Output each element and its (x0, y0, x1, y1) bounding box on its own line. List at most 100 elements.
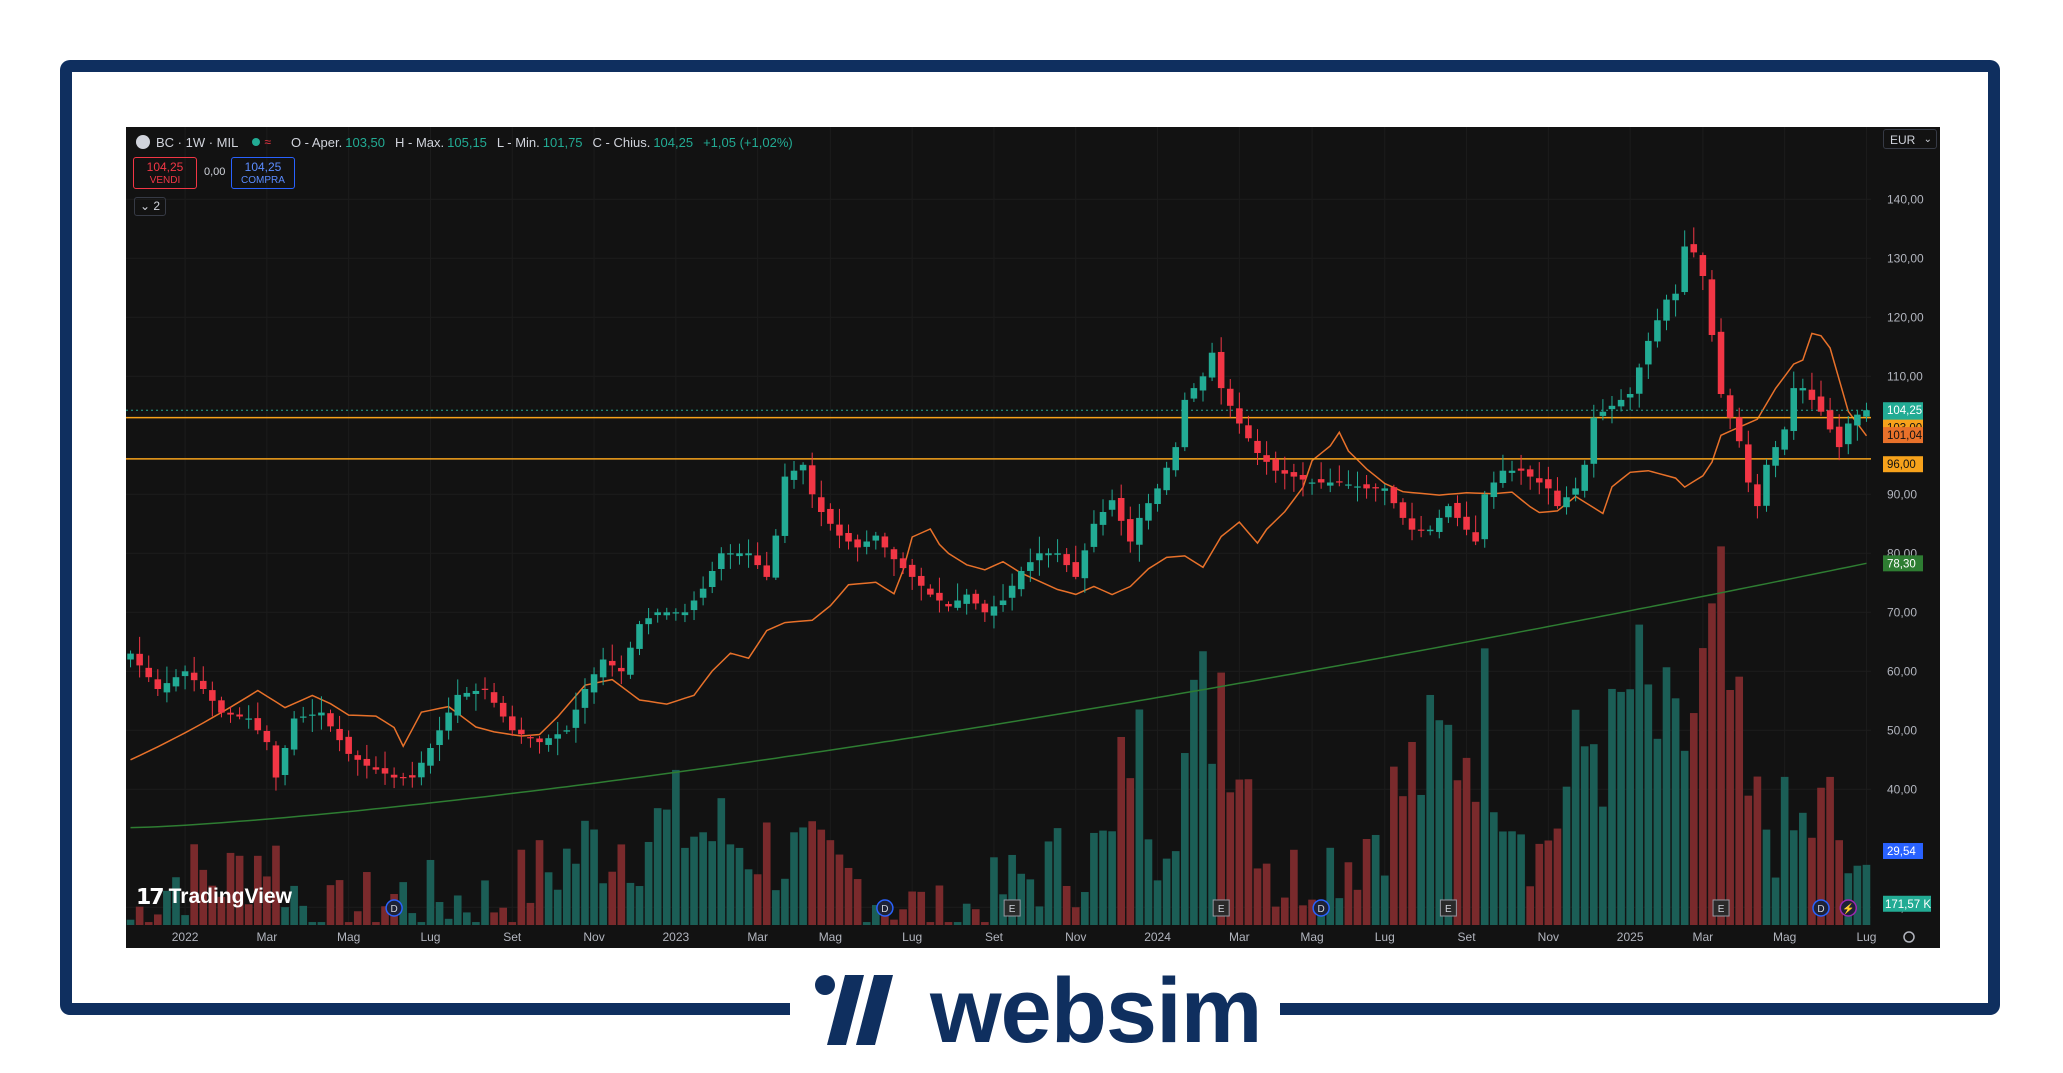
volume-bar (1426, 694, 1435, 925)
volume-bar (263, 876, 271, 925)
volume-bar (226, 852, 235, 925)
dividend-marker (1312, 899, 1330, 917)
tradingview-icon: 𝟭𝟳 (136, 884, 165, 909)
volume-bar (1235, 779, 1244, 925)
volume-bar (1081, 892, 1089, 925)
candle-body (1326, 482, 1334, 486)
candle-body (908, 564, 916, 577)
volume-bar (399, 882, 408, 925)
volume-bar (608, 871, 617, 925)
candle-body (572, 709, 580, 728)
candle-body (163, 683, 171, 693)
candle-body (827, 508, 834, 524)
candle-body (1554, 490, 1561, 507)
candle-body (1826, 410, 1834, 430)
spread-value: 0,00 (204, 166, 226, 178)
candle-body (1854, 414, 1861, 426)
candle-body (872, 535, 880, 541)
candle-body (1754, 484, 1761, 507)
volume-bar (544, 872, 553, 925)
volume-bar (1689, 713, 1698, 925)
volume-bar (553, 889, 562, 925)
market-status-icon (252, 138, 261, 146)
volume-badge-bg (1883, 895, 1931, 912)
volume-bar (1362, 838, 1371, 925)
candle-body (1054, 553, 1061, 555)
x-tick-label: 2023 (663, 930, 690, 944)
volume-bar (1390, 766, 1398, 925)
candle-body (1626, 394, 1634, 398)
candle-body (599, 659, 607, 678)
x-tick-label: Set (985, 930, 1004, 944)
candle-body (399, 777, 407, 779)
volume-bar (1599, 806, 1607, 925)
candle-body (354, 755, 362, 760)
candle-body (1027, 562, 1034, 571)
volume-bar (990, 857, 998, 925)
candle-body (1090, 523, 1098, 547)
candle-body (381, 768, 389, 774)
volume-bar (1217, 672, 1225, 925)
candle-body (790, 470, 798, 480)
candle-body (808, 465, 816, 495)
candle-body (190, 672, 198, 681)
candle-body (181, 671, 189, 677)
candle-body (336, 728, 343, 741)
sell-button[interactable]: 104,25 VENDI (133, 157, 197, 189)
volume-bar (981, 922, 989, 925)
volume-bar (1517, 834, 1525, 925)
trading-chart[interactable]: D D E E D E E D ⚡ 140,00 130,00 120,00 110,00 90,00 80… (126, 127, 1940, 948)
candle-body (1245, 425, 1252, 439)
candle-body (554, 734, 561, 739)
earnings-marker (1439, 899, 1457, 917)
volume-bar (1353, 889, 1362, 925)
candle-body (1181, 399, 1189, 448)
settings-gear-icon[interactable] (1903, 931, 1915, 943)
symbol-title[interactable]: BC · 1W · MIL (156, 134, 239, 150)
chart-canvas[interactable]: D D E E D E E D ⚡140,00130,00120,00110,0090,0080… (126, 127, 1940, 948)
candle-body (708, 571, 716, 588)
volume-bar (672, 769, 680, 925)
volume-bar (1717, 546, 1725, 925)
candle-body (1390, 487, 1398, 504)
candle-body (636, 624, 643, 649)
candle-body (781, 476, 789, 536)
volume-bar (508, 922, 517, 925)
y-tick-label: 50,00 (1887, 723, 1917, 737)
candle-body (1745, 444, 1752, 483)
dividend-marker (1839, 899, 1858, 917)
candle-body (1545, 479, 1552, 489)
volume-bar (335, 880, 344, 925)
volume-bar (1344, 862, 1353, 925)
y-tick-label: 120,00 (1887, 310, 1924, 324)
close-label: C - Chius. (592, 134, 651, 150)
x-tick-label: Mar (1229, 930, 1250, 944)
candle-body (1799, 388, 1807, 391)
tradingview-logo[interactable]: 𝟭𝟳 TradingView (136, 884, 292, 910)
candle-body (299, 716, 307, 718)
volume-bar (272, 845, 280, 925)
volume-bar (281, 907, 289, 925)
volume-bar (1144, 839, 1153, 925)
candle-body (472, 690, 480, 694)
volume-bar (344, 922, 353, 925)
candle-body (1654, 320, 1661, 342)
candle-body (209, 690, 216, 701)
volume-bar (762, 822, 771, 925)
currency-select[interactable]: EUR ⌄ (1883, 129, 1937, 149)
candle-body (172, 677, 180, 687)
candle-body (1645, 340, 1652, 365)
candle-body (699, 588, 707, 598)
candle-body (627, 647, 634, 675)
buy-button[interactable]: 104,25 COMPRA (231, 157, 295, 189)
low-label: L - Min. (496, 134, 540, 150)
candle-body (327, 713, 334, 727)
volume-bar (581, 820, 589, 925)
indicators-toggle[interactable]: ⌄ 2 (134, 197, 166, 216)
volume-bar (481, 880, 489, 925)
candle-body (1499, 470, 1507, 483)
volume-bar (1762, 829, 1771, 925)
volume-bar (1071, 907, 1080, 925)
volume-bar (726, 844, 735, 925)
volume-bar (1008, 854, 1016, 925)
